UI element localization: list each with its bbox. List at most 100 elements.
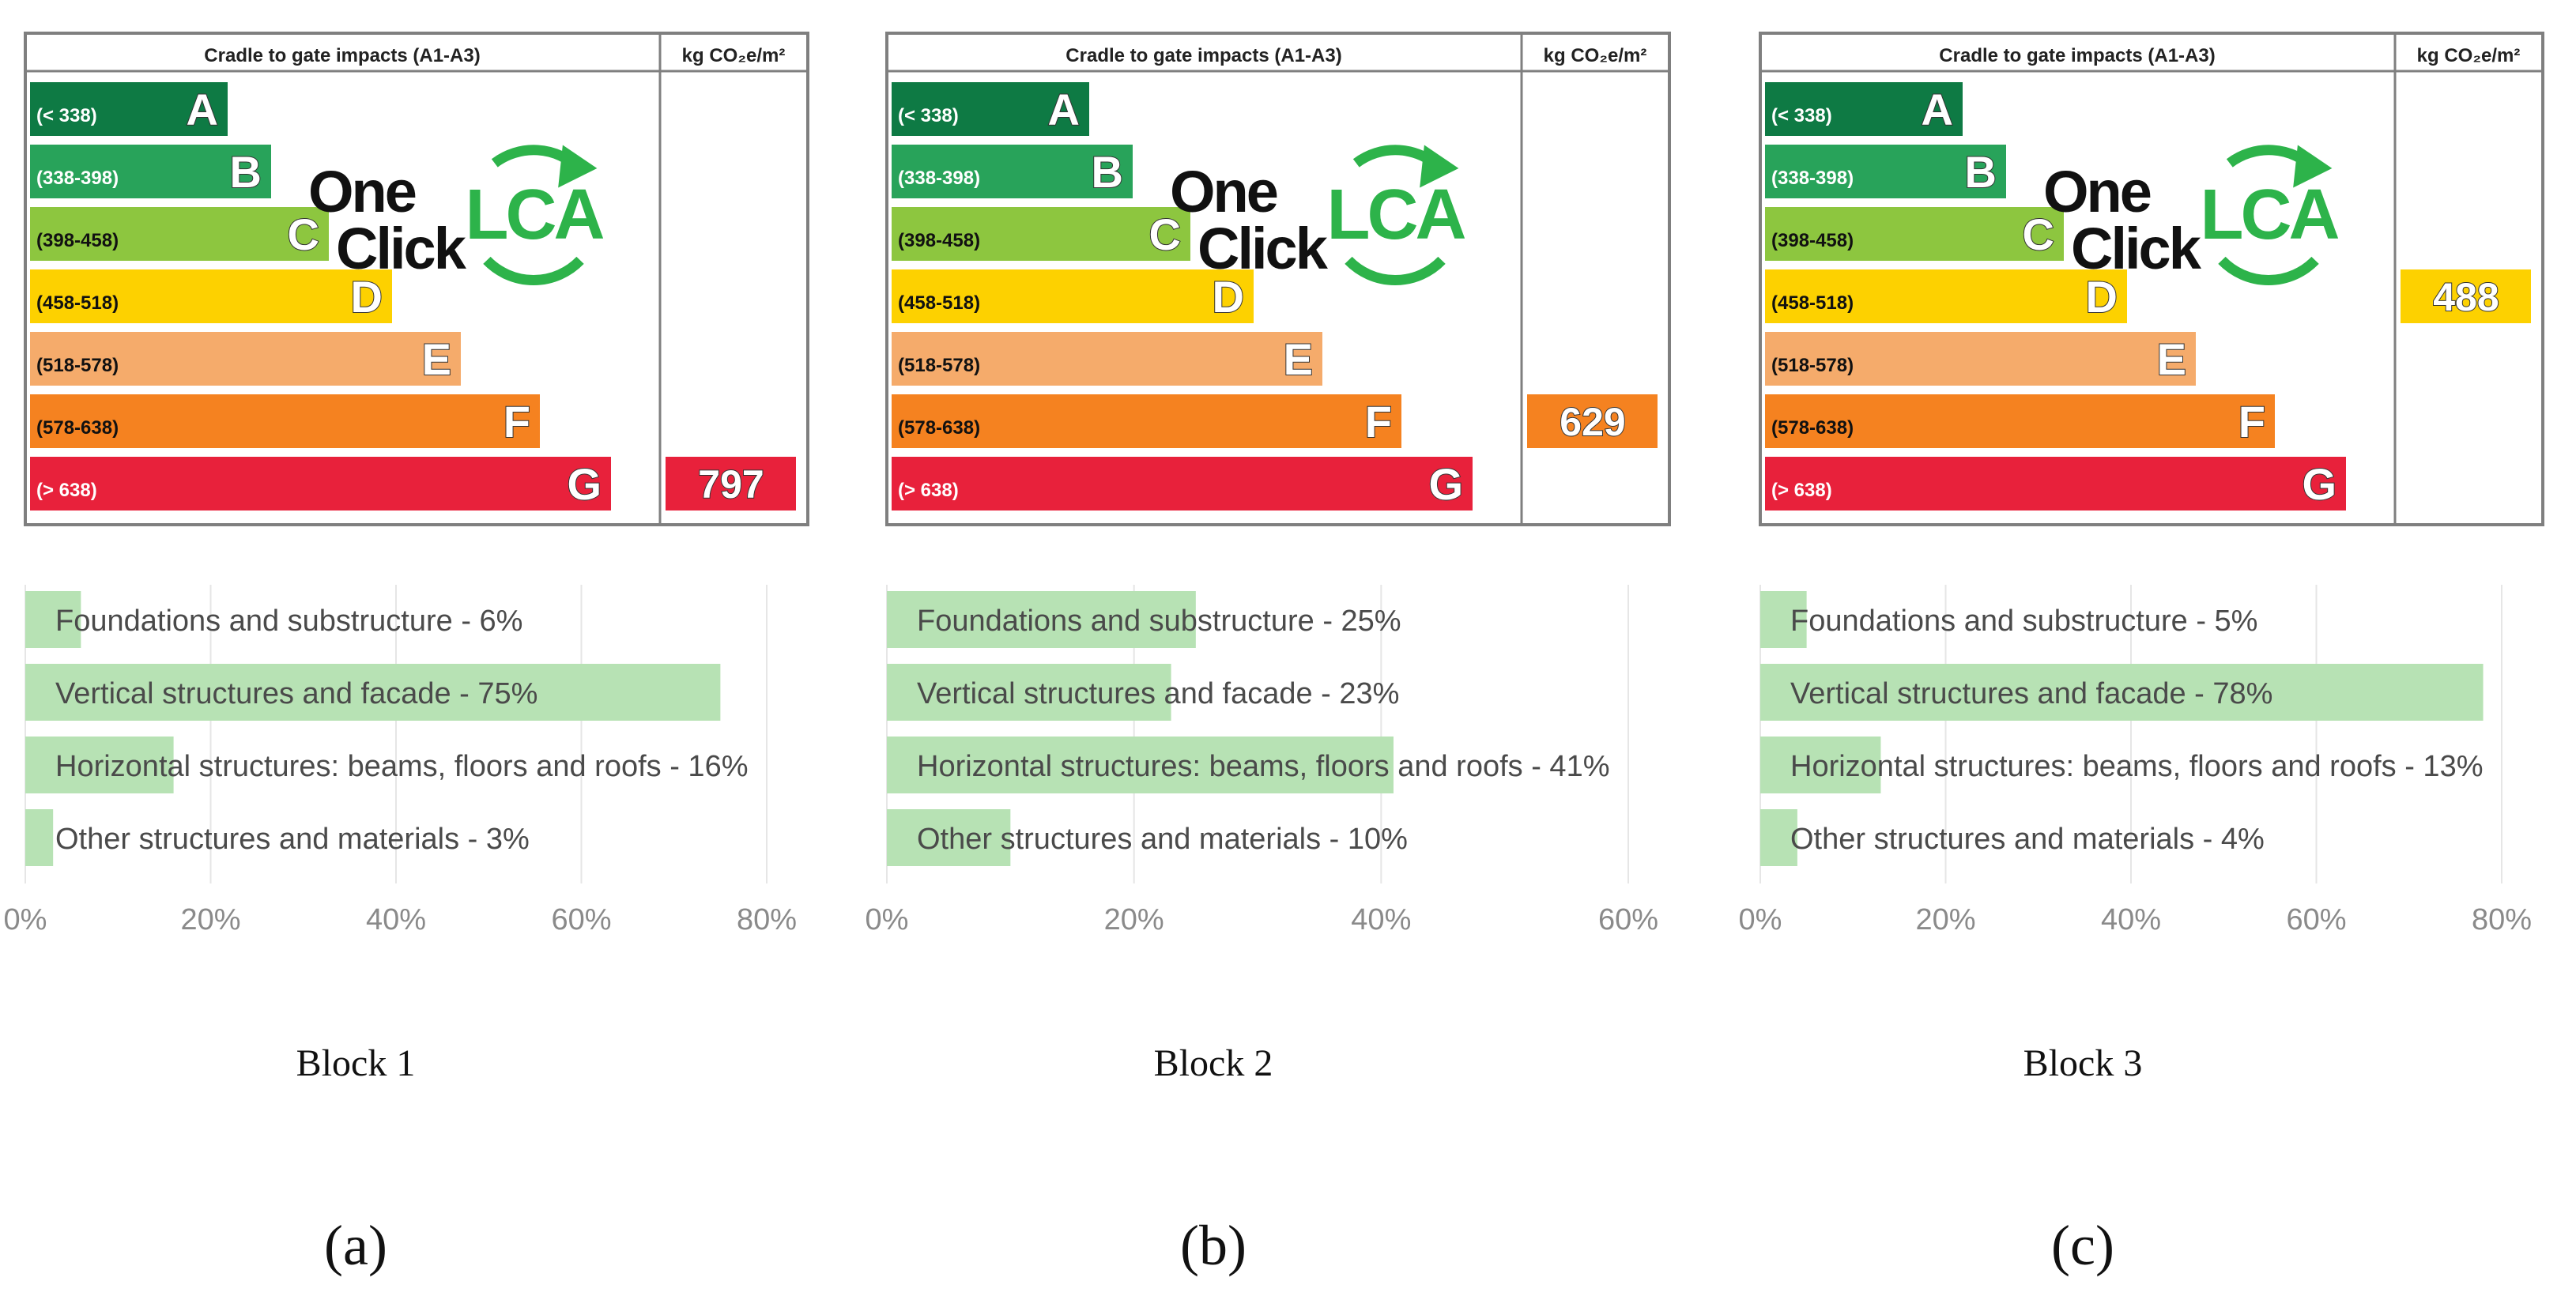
value-text: 488	[2433, 275, 2499, 319]
x-tick-label: 0%	[1739, 903, 1782, 936]
bar-label: Vertical structures and facade - 75%	[55, 677, 537, 710]
label-header: Cradle to gate impacts (A1-A3)	[1065, 45, 1341, 66]
class-letter: D	[351, 272, 383, 322]
class-bar-e	[1765, 332, 2196, 386]
class-letter: A	[187, 85, 218, 134]
impact-breakdown-chart: 0% 20% 40% 60% Foundations and substructure …	[866, 585, 1658, 936]
class-bar-e	[30, 332, 461, 386]
class-letter: E	[2157, 334, 2186, 384]
class-bar-b	[30, 145, 271, 198]
class-range: (458-518)	[1771, 292, 1854, 314]
class-bar-g	[30, 457, 611, 510]
logo-lca-text: LCA	[466, 175, 604, 254]
bar-label: Other structures and materials - 3%	[55, 823, 530, 856]
bar-label: Horizontal structures: beams, floors and…	[1790, 750, 2484, 783]
class-bar-d	[30, 269, 392, 323]
unit-header: kg CO₂e/m²	[2417, 45, 2521, 66]
energy-label-chart: Cradle to gate impacts (A1-A3) kg CO₂e/m²…	[1759, 32, 2544, 526]
class-bar-c	[1765, 207, 2064, 261]
class-bar-f	[30, 394, 540, 448]
panel-sub-label: (c)	[2051, 1214, 2114, 1277]
logo-arc-bottom	[1345, 256, 1446, 285]
class-bar-e	[892, 332, 1322, 386]
class-range: (> 638)	[898, 480, 959, 501]
class-letter: E	[1284, 334, 1313, 384]
class-bar-f	[1765, 394, 2275, 448]
bar-label: Other structures and materials - 10%	[917, 823, 1408, 856]
logo-one-text: One	[1170, 159, 1277, 224]
x-tick-label: 0%	[866, 903, 909, 936]
class-range: (518-578)	[36, 355, 119, 376]
class-bar-d	[892, 269, 1254, 323]
value-text: 629	[1560, 400, 1625, 444]
class-letter: C	[288, 209, 319, 259]
class-letter: A	[1048, 85, 1080, 134]
logo-lca-text: LCA	[1327, 175, 1465, 254]
bar	[887, 737, 1394, 793]
class-letter: D	[2086, 272, 2118, 322]
block-name: Block 2	[1153, 1042, 1273, 1084]
energy-label-chart: Cradle to gate impacts (A1-A3) kg CO₂e/m²…	[885, 32, 1671, 526]
class-range: (> 638)	[1771, 480, 1832, 501]
bar	[887, 809, 1011, 866]
class-letter: C	[2023, 209, 2054, 259]
class-range: (398-458)	[898, 230, 980, 251]
class-bar-g	[1765, 457, 2346, 510]
x-tick-label: 20%	[180, 903, 240, 936]
value-box	[666, 457, 796, 510]
logo-click-text: Click	[1197, 216, 1329, 281]
logo-one-text: One	[2043, 159, 2151, 224]
class-bar-b	[892, 145, 1133, 198]
x-tick-label: 40%	[366, 903, 426, 936]
class-letter: G	[1428, 459, 1463, 509]
bar	[25, 591, 81, 648]
value-box	[1527, 394, 1658, 448]
logo-arc-bottom	[2218, 256, 2319, 285]
bar-label: Foundations and substructure - 25%	[917, 605, 1401, 638]
class-bar-a	[30, 82, 228, 136]
impact-breakdown-chart: 0% 20% 40% 60% 80% Foundations and substructu…	[1739, 585, 2532, 936]
value-text: 797	[698, 462, 764, 507]
x-tick-label: 80%	[737, 903, 797, 936]
class-range: (398-458)	[1771, 230, 1854, 251]
class-range: (338-398)	[36, 168, 119, 189]
class-range: (578-638)	[1771, 417, 1854, 439]
bar	[25, 664, 721, 721]
bar	[1760, 664, 2484, 721]
panel-block-1: Cradle to gate impacts (A1-A3) kg CO₂e/m²…	[4, 0, 814, 1296]
bar-label: Horizontal structures: beams, floors and…	[917, 750, 1610, 783]
class-letter: G	[2302, 459, 2337, 509]
class-letter: B	[230, 147, 262, 197]
class-letter: D	[1213, 272, 1244, 322]
class-bar-g	[892, 457, 1473, 510]
label-header: Cradle to gate impacts (A1-A3)	[204, 45, 480, 66]
energy-label-chart: Cradle to gate impacts (A1-A3) kg CO₂e/m²…	[24, 32, 809, 526]
x-tick-label: 40%	[2101, 903, 2161, 936]
bar-label: Other structures and materials - 4%	[1790, 823, 2265, 856]
bar	[25, 809, 54, 866]
logo-click-text: Click	[336, 216, 467, 281]
class-bar-d	[1765, 269, 2127, 323]
x-tick-label: 60%	[551, 903, 611, 936]
class-range: (> 638)	[36, 480, 97, 501]
bar-label: Vertical structures and facade - 23%	[917, 677, 1399, 710]
x-tick-label: 60%	[1598, 903, 1658, 936]
class-range: (< 338)	[36, 105, 97, 126]
panel-block-3: Cradle to gate impacts (A1-A3) kg CO₂e/m²…	[1739, 0, 2549, 1296]
arrow-icon	[558, 145, 598, 188]
x-tick-label: 60%	[2286, 903, 2346, 936]
class-range: (< 338)	[1771, 105, 1832, 126]
bar	[25, 737, 174, 793]
block-name: Block 1	[296, 1042, 416, 1084]
class-range: (578-638)	[898, 417, 980, 439]
class-bar-a	[1765, 82, 1963, 136]
x-tick-label: 80%	[2472, 903, 2532, 936]
bar-label: Foundations and substructure - 5%	[1790, 605, 2257, 638]
class-letter: E	[422, 334, 451, 384]
class-range: (< 338)	[898, 105, 959, 126]
bar-label: Horizontal structures: beams, floors and…	[55, 750, 749, 783]
x-tick-label: 0%	[4, 903, 47, 936]
